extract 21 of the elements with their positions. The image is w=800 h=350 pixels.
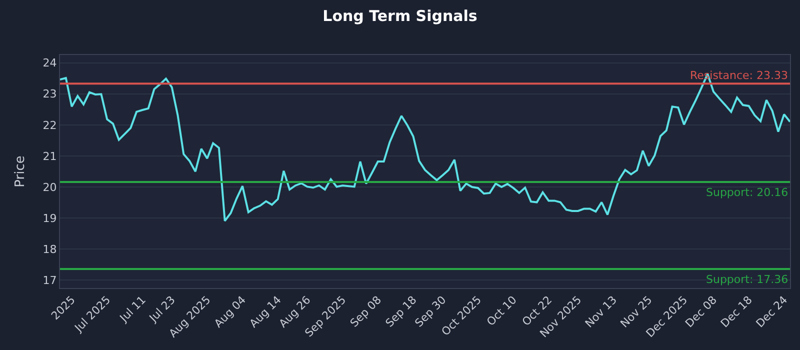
y-tick-label: 22 [42, 118, 57, 132]
ref-line-label: Support: 17.36 [706, 273, 788, 286]
line-series [60, 72, 790, 222]
x-tick-label: Sep 08 [348, 294, 384, 330]
y-tick-label: 19 [42, 212, 57, 225]
x-tick-label: Jul 23 [146, 294, 178, 326]
y-tick-label: 21 [42, 150, 57, 163]
x-tick-label: Aug 04 [212, 294, 249, 330]
x-tick-label: Jul 11 [116, 294, 148, 326]
x-tick-label: Nov 13 [582, 294, 620, 330]
y-tick-label: 18 [42, 243, 57, 256]
x-tick-label: Dec 24 [754, 294, 790, 330]
y-tick-label: 20 [42, 180, 57, 194]
x-tick-label: Oct 10 [484, 294, 520, 329]
y-tick-label: 23 [42, 88, 57, 101]
y-tick-label: 17 [42, 274, 57, 288]
y-axis-title: Price [13, 156, 28, 188]
y-tick-label: 24 [42, 56, 57, 70]
x-tick-label: Dec 18 [718, 294, 755, 330]
ref-line-label: Support: 20.16 [706, 186, 788, 199]
chart-title: Long Term Signals [322, 7, 478, 25]
